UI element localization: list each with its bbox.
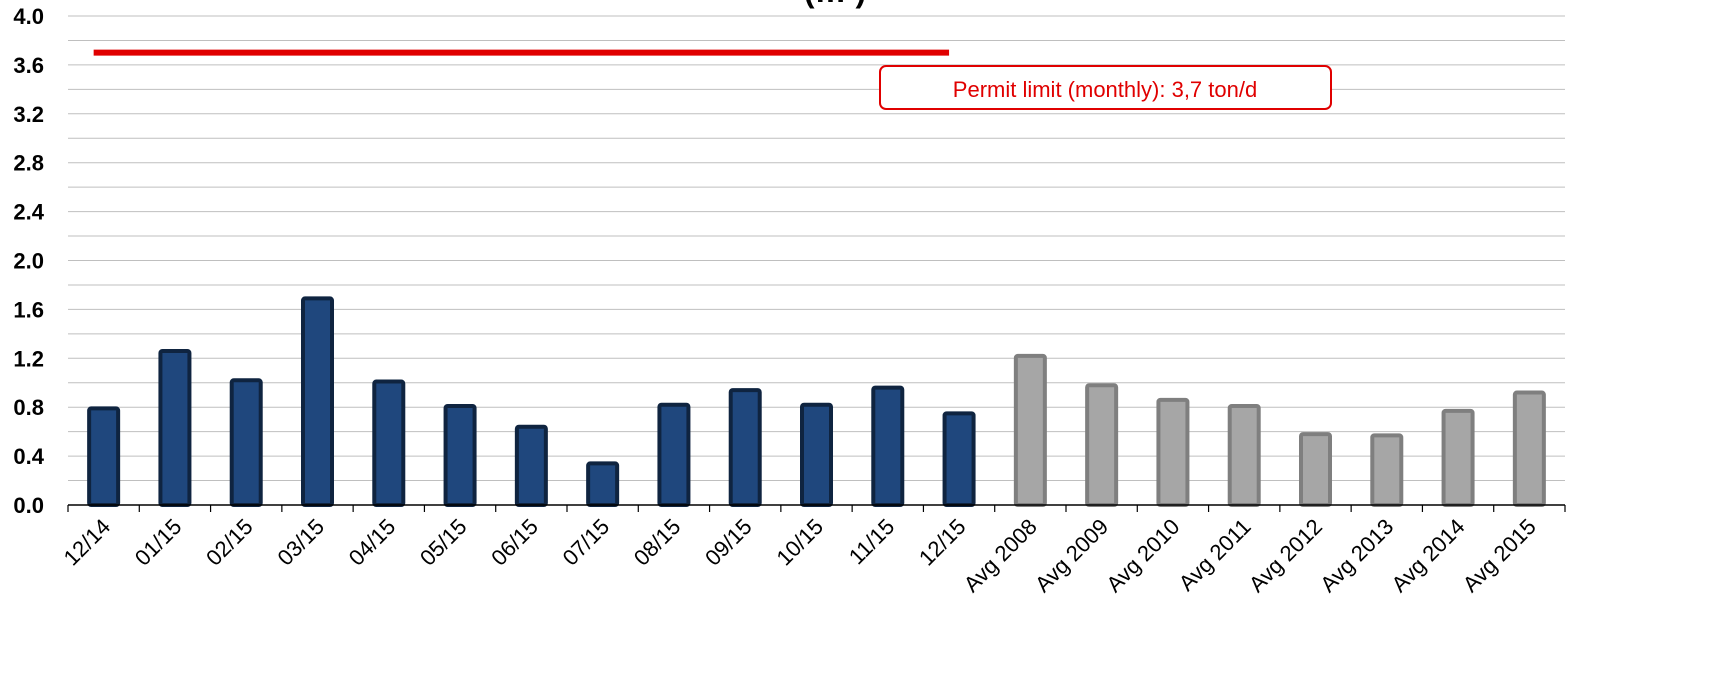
y-tick-label: 3.2 — [13, 102, 44, 127]
bar-05-15 — [443, 403, 477, 508]
y-tick-label: 4.0 — [13, 4, 44, 29]
x-tick-label: Avg 2014 — [1386, 514, 1469, 597]
y-tick-label: 3.6 — [13, 53, 44, 78]
x-tick-labels: 12/14 01/15 02/15 03/15 04/15 05/15 06/15 07/15… — [59, 514, 1541, 597]
bar-06-15 — [514, 424, 548, 508]
x-tick-label: 08/15 — [629, 514, 686, 571]
y-tick-labels: 0.0 0.4 0.8 1.2 1.6 2.0 2.4 2.8 3.2 3.6 4.0 — [13, 4, 44, 518]
y-tick-label: 1.6 — [13, 297, 44, 322]
y-tick-label: 1.2 — [13, 346, 44, 371]
permit-limit-group: Permit limit (monthly): 3,7 ton/d — [93, 49, 1332, 110]
y-tick-label: 2.4 — [13, 200, 44, 225]
y-tick-label: 0.4 — [13, 444, 44, 469]
bar-avg-2010 — [1156, 397, 1190, 507]
x-tick-label: Avg 2011 — [1174, 514, 1256, 596]
y-tick-label: 0.0 — [13, 493, 44, 518]
x-tick-label: 07/15 — [558, 514, 615, 571]
x-tick-label: Avg 2008 — [959, 514, 1042, 597]
bar-avg-2013 — [1370, 433, 1404, 508]
x-tick-label: 12/15 — [914, 514, 971, 571]
chart-title-fragment: (… ) — [804, 0, 866, 9]
y-tick-label: 2.0 — [13, 249, 44, 274]
bar-01-15 — [158, 348, 192, 507]
x-tick-label: Avg 2010 — [1101, 514, 1184, 597]
bar-10-15 — [800, 402, 833, 508]
bar-04-15 — [372, 379, 406, 507]
x-tick-label: 06/15 — [486, 514, 543, 571]
x-tick-label: 02/15 — [201, 514, 258, 571]
permit-limit-annotation: Permit limit (monthly): 3,7 ton/d — [953, 77, 1257, 102]
permit-limit-annotation-box — [879, 65, 1332, 110]
bar-03-15 — [301, 296, 334, 507]
x-tick-label: 09/15 — [700, 514, 757, 571]
bar-avg-2008 — [1013, 353, 1047, 508]
x-tick-label: Avg 2012 — [1244, 514, 1327, 597]
x-tick-label: 03/15 — [272, 514, 329, 571]
bar-11-15 — [871, 385, 905, 508]
x-tick-label: 11/15 — [844, 514, 899, 569]
axes — [67, 504, 1566, 512]
bar-02-15 — [229, 378, 263, 507]
bar-09-15 — [728, 388, 762, 507]
bar-avg-2012 — [1299, 432, 1332, 507]
x-tick-label: Avg 2009 — [1030, 514, 1113, 597]
x-tick-label: 04/15 — [344, 514, 401, 571]
bar-07-15 — [586, 461, 620, 507]
bar-08-15 — [657, 402, 691, 508]
bar-avg-2009 — [1085, 383, 1119, 508]
y-tick-label: 2.8 — [13, 151, 44, 176]
x-tick-label: 12/14 — [59, 514, 116, 571]
bar-avg-2015 — [1512, 390, 1546, 507]
x-tick-label: 01/15 — [130, 514, 187, 571]
bar-12-14 — [87, 406, 121, 507]
bar-avg-2011 — [1227, 403, 1261, 508]
bar-avg-2014 — [1441, 408, 1475, 507]
x-tick-label: Avg 2015 — [1458, 514, 1541, 597]
x-tick-label: 05/15 — [415, 514, 472, 571]
x-tick-label: Avg 2013 — [1315, 514, 1398, 597]
y-tick-label: 0.8 — [13, 395, 44, 420]
x-tick-label: 10/15 — [771, 514, 828, 571]
bars — [87, 296, 1546, 508]
bar-12-15 — [942, 411, 976, 507]
